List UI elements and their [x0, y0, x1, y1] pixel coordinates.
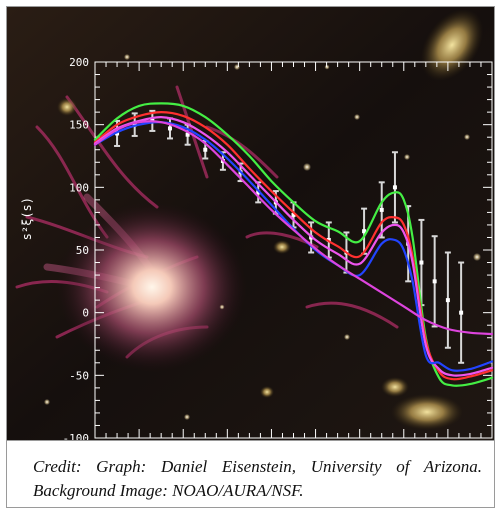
series-line-5 — [93, 120, 494, 336]
y-tick-label: 0 — [82, 307, 89, 320]
error-bar-point — [444, 251, 451, 349]
plot-axes: -100 -50 0 50 100 150 200 — [63, 56, 493, 440]
y-tick-label: -100 — [63, 432, 90, 440]
error-bar-point — [391, 151, 398, 224]
y-tick-label: 200 — [69, 56, 89, 69]
figure-frame: -100 -50 0 50 100 150 200 s²ξ(s) Credit: Graph… — [6, 6, 495, 508]
y-tick-label: 150 — [69, 119, 89, 132]
chart-figure: -100 -50 0 50 100 150 200 s²ξ(s) — [7, 7, 494, 440]
error-bar-point — [378, 181, 385, 239]
y-tick-label: 50 — [76, 244, 89, 257]
figure-caption: Credit: Graph: Daniel Eisenstein, Univer… — [7, 440, 494, 507]
error-bar-point — [431, 235, 438, 328]
chart-svg: -100 -50 0 50 100 150 200 s²ξ(s) — [7, 7, 494, 440]
y-tick-label: 100 — [69, 181, 89, 194]
y-axis-label: s²ξ(s) — [20, 197, 34, 240]
galaxy-background-image — [7, 7, 494, 440]
y-tick-label: -50 — [69, 369, 89, 382]
series-line-3 — [93, 115, 494, 377]
error-bar-point — [458, 261, 465, 364]
model-curves — [93, 102, 494, 387]
